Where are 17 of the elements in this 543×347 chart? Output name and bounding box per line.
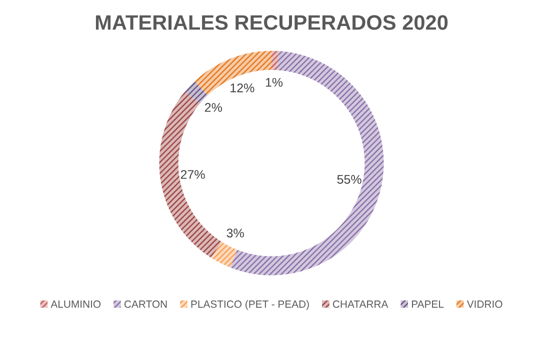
donut-slice — [159, 92, 222, 258]
legend-label: CARTON — [124, 300, 167, 308]
legend-label: CHATARRA — [332, 300, 388, 308]
chart-title: MATERIALES RECUPERADOS 2020 — [96, 15, 448, 30]
data-label: 55% — [337, 175, 362, 184]
legend-label: PAPEL — [412, 300, 444, 308]
donut-slice — [211, 242, 238, 268]
donut-slice — [272, 50, 279, 70]
legend-label: PLASTICO (PET - PEAD) — [191, 300, 309, 310]
legend-label: ALUMINIO — [50, 300, 101, 308]
data-label: 27% — [180, 170, 205, 179]
data-label: 3% — [226, 228, 244, 238]
data-label: 2% — [204, 103, 222, 112]
data-label: 1% — [266, 78, 283, 87]
data-label: 12% — [230, 83, 254, 92]
legend-label: VIDRIO — [466, 300, 502, 308]
donut-slice — [185, 81, 208, 104]
